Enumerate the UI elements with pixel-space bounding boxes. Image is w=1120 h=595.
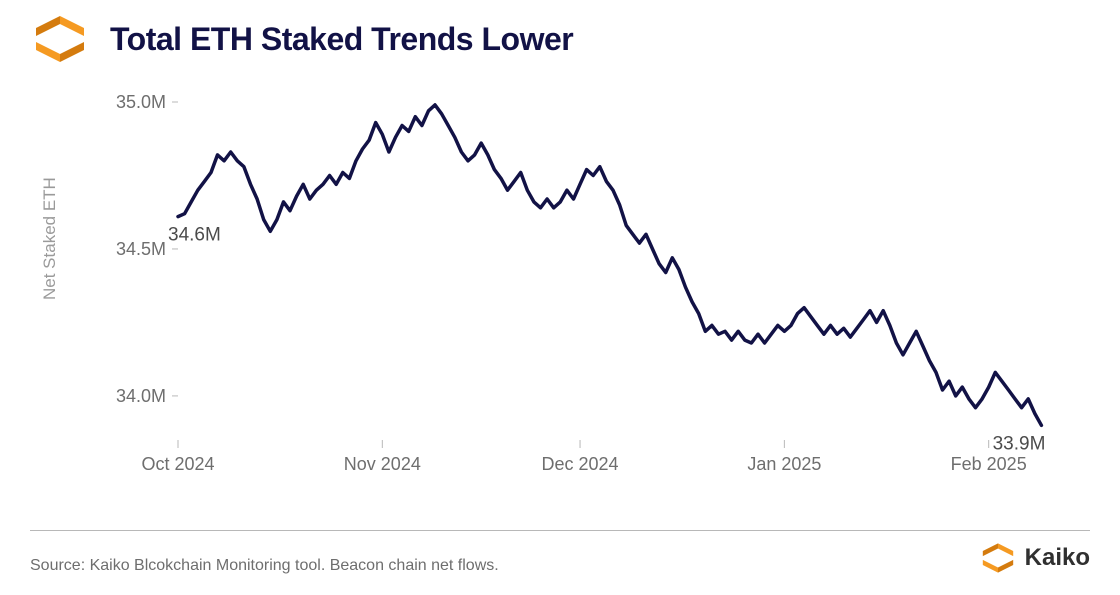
- kaiko-logo-icon: [979, 541, 1017, 575]
- brand: Kaiko: [979, 541, 1090, 575]
- start-value-callout: 34.6M: [168, 225, 221, 246]
- y-axis-label: Net Staked ETH: [40, 177, 60, 300]
- header: Total ETH Staked Trends Lower: [30, 14, 573, 64]
- x-tick-label: Jan 2025: [747, 454, 821, 474]
- y-tick-label: 34.0M: [116, 386, 166, 406]
- x-tick-label: Dec 2024: [542, 454, 619, 474]
- line-chart: 34.0M 34.5M 35.0M Oct 2024 Nov 2024 Dec 2024 J…: [58, 88, 1068, 500]
- x-tick-label: Oct 2024: [141, 454, 214, 474]
- footer-divider: [30, 530, 1090, 531]
- y-tick-label: 35.0M: [116, 92, 166, 112]
- x-tick-label: Feb 2025: [951, 454, 1027, 474]
- source-text: Source: Kaiko Blcokchain Monitoring tool…: [30, 557, 499, 575]
- end-value-callout: 33.9M: [993, 433, 1046, 454]
- footer: Source: Kaiko Blcokchain Monitoring tool…: [30, 541, 1090, 575]
- chart-area: 34.0M 34.5M 35.0M Oct 2024 Nov 2024 Dec 2024 J…: [58, 88, 1068, 500]
- y-tick-label: 34.5M: [116, 239, 166, 259]
- brand-name: Kaiko: [1025, 544, 1090, 572]
- data-series-line: [178, 105, 1041, 425]
- x-tick-label: Nov 2024: [344, 454, 421, 474]
- chart-title: Total ETH Staked Trends Lower: [110, 21, 573, 58]
- kaiko-logo-icon: [30, 14, 90, 64]
- chart-container: Total ETH Staked Trends Lower Net Staked…: [0, 0, 1120, 595]
